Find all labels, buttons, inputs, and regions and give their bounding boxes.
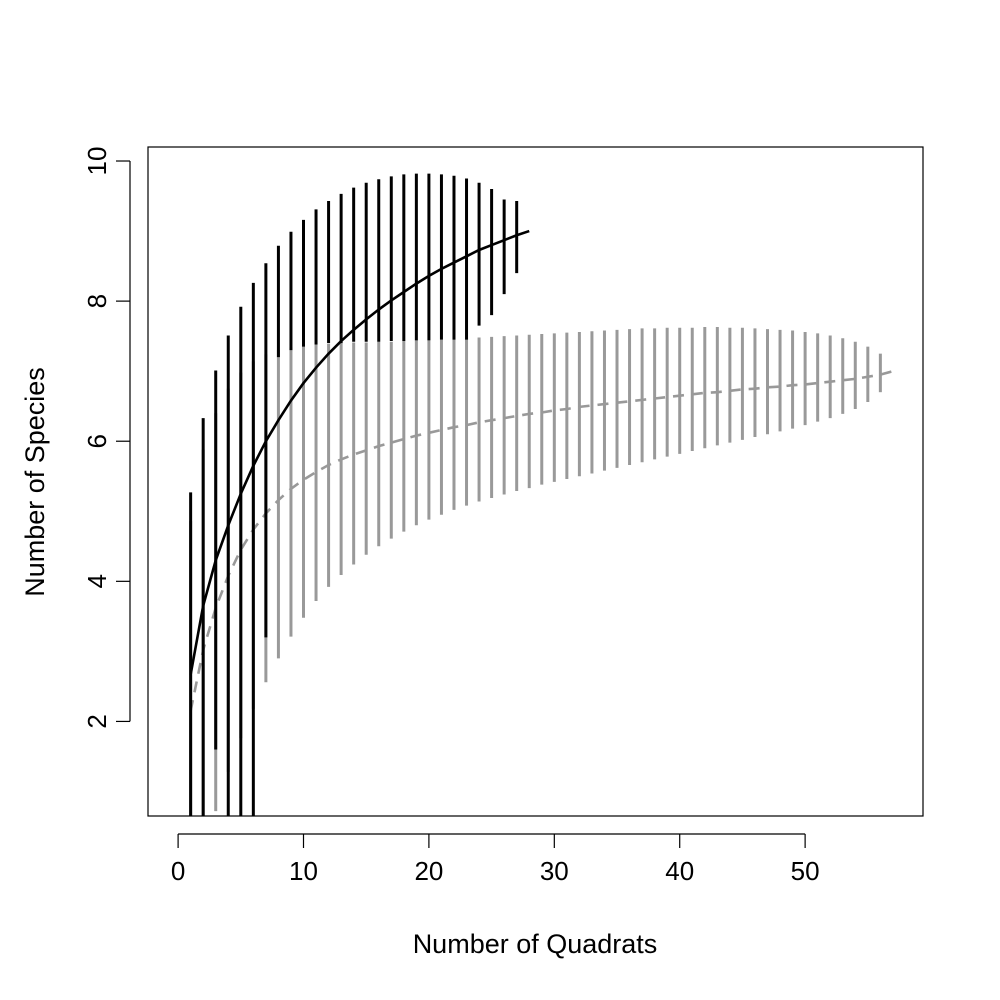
y-axis-title: Number of Species [20,367,50,597]
x-tick-label: 20 [414,856,443,886]
y-tick-label: 10 [82,147,112,176]
y-tick-label: 8 [82,294,112,308]
series-1 [189,327,894,816]
y-tick-label: 4 [82,574,112,588]
x-tick-label: 40 [665,856,694,886]
mean-curve [189,369,894,712]
mean-curve [189,229,530,675]
y-tick-label: 2 [82,714,112,728]
x-axis-title: Number of Quadrats [413,929,658,959]
x-tick-label: 0 [171,856,185,886]
y-tick-label: 6 [82,434,112,448]
plot-frame [147,146,924,817]
series-0 [189,173,530,816]
x-tick-label: 10 [289,856,318,886]
x-tick-label: 30 [540,856,569,886]
x-tick-label: 50 [791,856,820,886]
